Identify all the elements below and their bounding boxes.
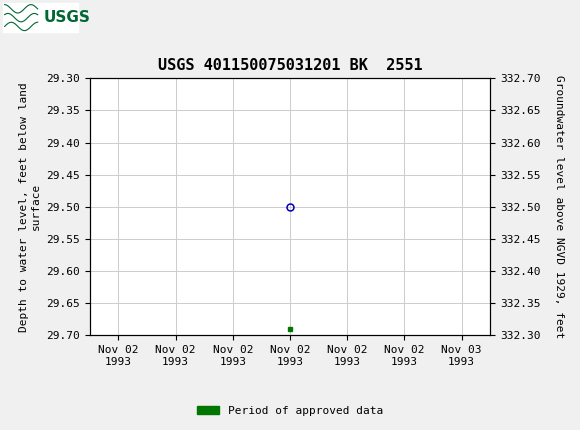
Legend: Period of approved data: Period of approved data bbox=[193, 401, 387, 420]
Title: USGS 401150075031201 BK  2551: USGS 401150075031201 BK 2551 bbox=[158, 58, 422, 73]
FancyBboxPatch shape bbox=[3, 3, 78, 32]
Y-axis label: Groundwater level above NGVD 1929, feet: Groundwater level above NGVD 1929, feet bbox=[554, 75, 564, 338]
Text: USGS: USGS bbox=[44, 10, 90, 25]
Y-axis label: Depth to water level, feet below land
surface: Depth to water level, feet below land su… bbox=[19, 82, 41, 332]
